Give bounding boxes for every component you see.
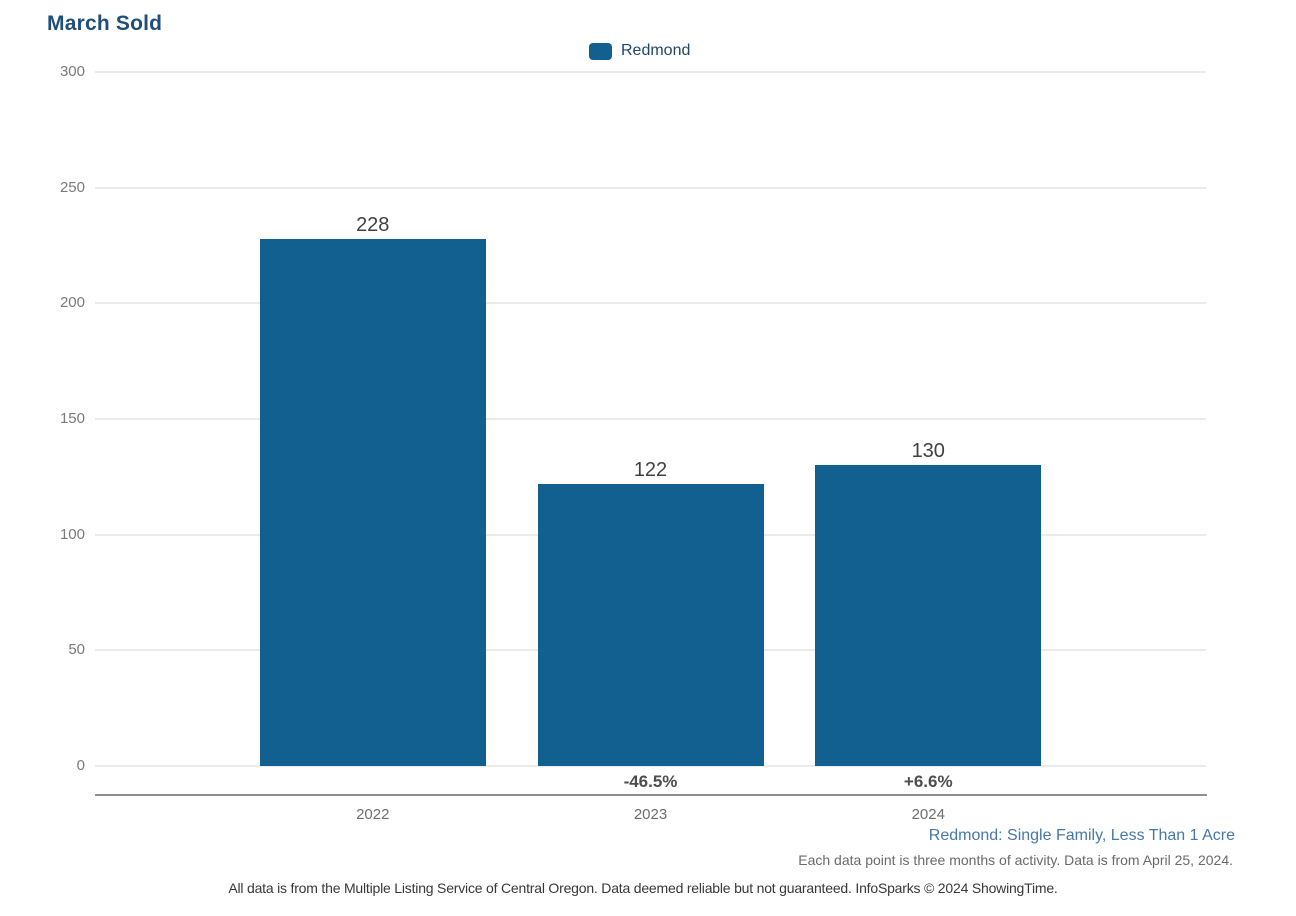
y-tick-label-50: 50	[68, 641, 85, 659]
x-tick-label-2022: 2022	[356, 806, 390, 823]
legend-swatch-icon	[589, 42, 612, 60]
bar-change-label-2024: +6.6%	[903, 772, 953, 791]
plot-area: 0 50 100 150 200 250 300 228 2022 122 -46.5% 2023 13…	[60, 63, 1206, 823]
bar-change-label-2023: -46.5%	[623, 772, 678, 791]
legend-label: Redmond	[621, 42, 691, 59]
bar-2023[interactable]	[537, 483, 764, 766]
bar-2024[interactable]	[815, 465, 1042, 766]
bar-value-label-2022: 228	[356, 213, 390, 236]
gridline-0	[95, 765, 1206, 767]
disclaimer: All data is from the Multiple Listing Se…	[228, 880, 1058, 896]
x-tick-label-2024: 2024	[911, 806, 945, 823]
bar-value-label-2023: 122	[633, 458, 668, 481]
y-tick-label-250: 250	[59, 178, 85, 196]
chart-title: March Sold	[47, 12, 163, 35]
legend-item-redmond[interactable]: Redmond	[589, 42, 690, 60]
bar-value-label-2024: 130	[911, 440, 945, 463]
gridline-200	[95, 302, 1206, 305]
bar-2022[interactable]	[259, 238, 486, 766]
gridline-300	[95, 71, 1206, 73]
x-tick-label-2023: 2023	[633, 806, 668, 823]
y-tick-label-200: 200	[59, 294, 85, 312]
series-caption: Redmond: Single Family, Less Than 1 Acre	[928, 827, 1235, 844]
gridline-150	[95, 418, 1206, 420]
y-tick-label-100: 100	[59, 525, 85, 543]
x-axis-line	[95, 794, 1207, 796]
data-note: Each data point is three months of activ…	[798, 852, 1233, 868]
y-tick-label-300: 300	[59, 63, 85, 80]
y-tick-label-0: 0	[76, 757, 85, 774]
y-tick-label-150: 150	[59, 410, 85, 427]
gridline-250	[95, 186, 1206, 189]
